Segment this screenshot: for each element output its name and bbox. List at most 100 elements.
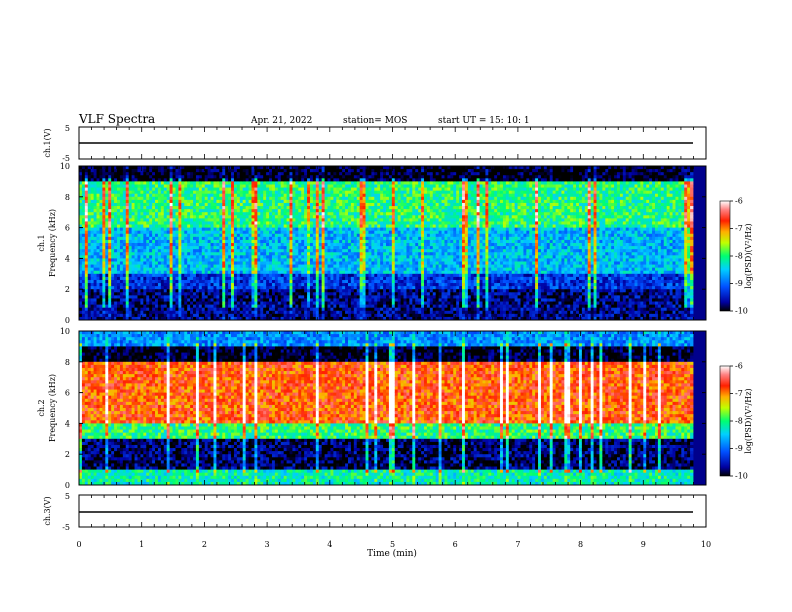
spectrogram-cell <box>260 166 264 170</box>
spectrogram-cell <box>178 289 182 293</box>
spectrogram-cell <box>266 209 270 213</box>
spectrogram-cell <box>149 196 153 201</box>
spectrogram-cell <box>117 316 121 321</box>
spectrogram-cell <box>324 249 328 253</box>
spectrogram-cell <box>254 202 258 207</box>
spectrogram-cell <box>157 193 162 198</box>
spectrogram-cell <box>295 313 299 318</box>
spectrogram-cell <box>131 295 135 299</box>
spectrogram-cell <box>131 243 135 247</box>
spectrogram-cell <box>117 190 121 195</box>
spectrogram-cell <box>128 255 133 259</box>
spectrogram-cell <box>307 316 311 321</box>
spectrogram-cell <box>301 304 305 309</box>
spectrogram-cell <box>327 181 331 185</box>
spectrogram-cell <box>152 227 156 232</box>
spectrogram-cell <box>193 212 197 216</box>
spectrogram-cell <box>307 236 311 241</box>
spectrogram-cell <box>254 286 258 290</box>
spectrogram-cell <box>347 175 352 179</box>
spectrogram-cell <box>79 187 83 192</box>
spectrogram-cell <box>245 301 249 305</box>
spectrogram-cell <box>99 202 103 207</box>
spectrogram-cell <box>312 261 317 265</box>
spectrogram-cell <box>283 243 287 247</box>
spectrogram-cell <box>105 289 109 293</box>
spectrogram-cell <box>169 252 173 256</box>
spectrogram-cell <box>93 239 97 244</box>
spectrogram-cell <box>190 172 194 176</box>
spectrogram-cell <box>114 301 118 305</box>
spectrogram-cell <box>359 246 364 250</box>
spectrogram-cell <box>152 239 156 244</box>
spectrogram-cell <box>87 187 92 192</box>
spectrogram-cell <box>152 221 156 225</box>
spectrogram-cell <box>134 224 138 228</box>
spectrogram-cell <box>251 184 255 188</box>
spectrogram-cell <box>187 292 191 296</box>
spectrogram-cell <box>128 243 133 247</box>
spectrogram-cell <box>274 172 279 176</box>
spectrogram-cell <box>245 193 249 198</box>
spectrogram-cell <box>228 187 232 192</box>
spectrogram-cell <box>295 301 299 305</box>
spectrogram-cell <box>125 233 130 238</box>
spectrogram-cell <box>111 249 115 253</box>
spectrogram-cell <box>193 246 197 250</box>
spectrogram-cell <box>356 212 361 216</box>
spectrogram-cell <box>146 166 150 170</box>
spectrogram-cell <box>137 295 141 299</box>
spectrogram-cell <box>93 316 97 321</box>
spectrogram-cell <box>152 169 156 173</box>
spectrogram-cell <box>181 246 185 250</box>
spectrogram-cell <box>160 270 165 275</box>
spectrogram-cell <box>187 283 191 287</box>
spectrogram-cell <box>263 193 267 198</box>
spectrogram-cell <box>152 196 156 201</box>
spectrogram-cell <box>318 199 323 204</box>
spectrogram-cell <box>307 258 311 262</box>
spectrogram-cell <box>263 249 267 253</box>
spectrogram-cell <box>93 267 97 272</box>
spectrogram-cell <box>339 212 343 216</box>
spectrogram-cell <box>146 227 150 232</box>
spectrogram-cell <box>195 175 200 179</box>
spectrogram-cell <box>245 209 249 213</box>
spectrogram-cell <box>231 193 235 198</box>
spectrogram-cell <box>365 218 369 222</box>
spectrogram-cell <box>102 255 106 259</box>
spectrogram-cell <box>102 172 106 176</box>
spectrogram-cell <box>190 215 194 219</box>
spectrogram-cell <box>225 181 229 185</box>
spectrogram-cell <box>254 175 258 179</box>
spectrogram-cell <box>93 175 97 179</box>
spectrogram-cell <box>339 295 343 299</box>
spectrogram-cell <box>280 313 285 318</box>
spectrogram-cell <box>315 286 320 290</box>
spectrogram-cell <box>128 209 133 213</box>
spectrogram-cell <box>257 209 261 213</box>
spectrogram-cell <box>274 304 279 309</box>
spectrogram-cell <box>345 264 349 269</box>
spectrogram-cell <box>350 224 355 228</box>
spectrogram-cell <box>248 289 252 293</box>
spectrogram-cell <box>131 264 135 269</box>
spectrogram-cell <box>122 184 127 188</box>
spectrogram-cell <box>233 286 238 290</box>
spectrogram-cell <box>155 267 159 272</box>
spectrogram-cell <box>102 243 106 247</box>
spectrogram-cell <box>119 218 124 222</box>
spectrogram-cell <box>187 258 191 262</box>
spectrogram-cell <box>304 169 308 173</box>
spectrogram-cell <box>245 206 249 210</box>
spectrogram-cell <box>289 230 293 235</box>
spectrogram-cell <box>87 283 92 287</box>
spectrogram-cell <box>143 206 147 210</box>
spectrogram-cell <box>134 279 138 284</box>
spectrogram-cell <box>166 246 171 250</box>
spectrogram-cell <box>222 292 226 296</box>
spectrogram-cell <box>304 252 308 256</box>
spectrogram-cell <box>283 169 287 173</box>
spectrogram-cell <box>140 184 144 188</box>
spectrogram-cell <box>178 187 182 192</box>
